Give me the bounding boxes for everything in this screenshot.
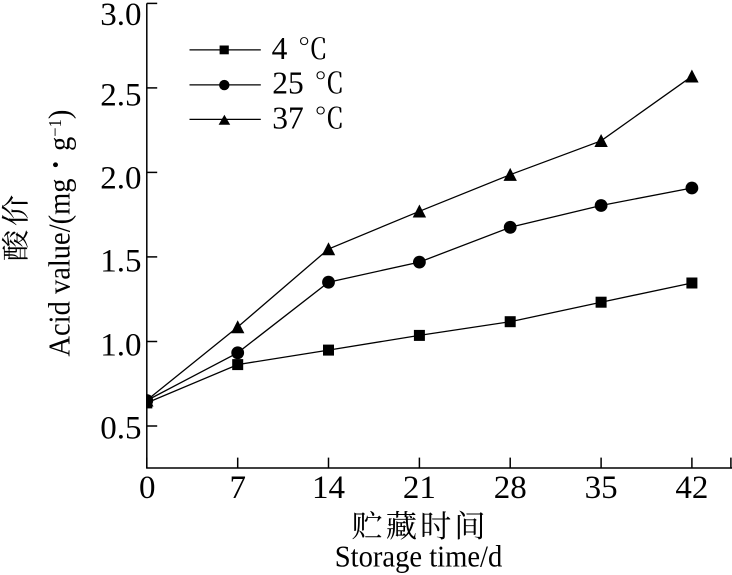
svg-text:42: 42 (675, 470, 708, 506)
svg-text:3.0: 3.0 (100, 0, 141, 33)
svg-text:37: 37 (272, 101, 304, 136)
svg-text:28: 28 (494, 470, 527, 506)
svg-text:1.5: 1.5 (100, 243, 141, 279)
svg-text:2.0: 2.0 (100, 160, 141, 196)
svg-text:14: 14 (312, 470, 345, 506)
svg-text:35: 35 (585, 470, 618, 506)
svg-text:2.5: 2.5 (100, 78, 141, 114)
svg-text:1.0: 1.0 (100, 328, 141, 364)
svg-text:21: 21 (403, 470, 436, 506)
svg-text:4: 4 (272, 31, 288, 66)
svg-text:0: 0 (139, 470, 156, 506)
svg-text:25: 25 (272, 66, 304, 101)
svg-text:7: 7 (229, 470, 246, 506)
svg-text:Storage time/d: Storage time/d (335, 539, 503, 574)
svg-text:0.5: 0.5 (100, 410, 141, 446)
